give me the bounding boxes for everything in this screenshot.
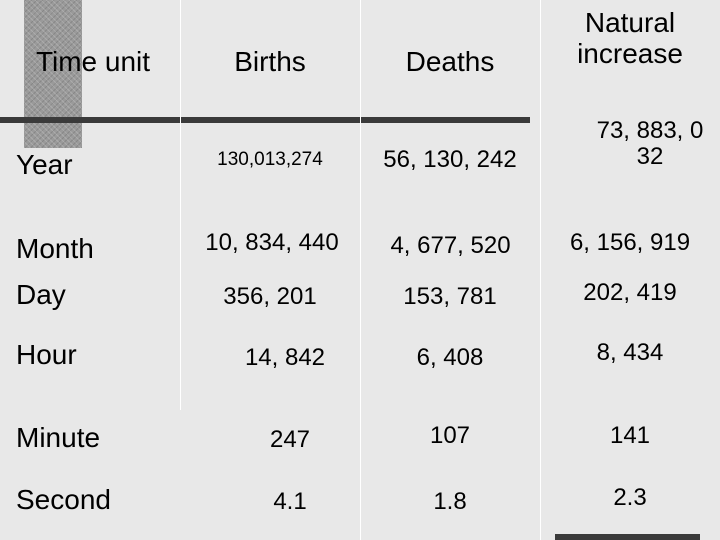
minute-deaths: 107 <box>429 422 471 449</box>
row-label-second: Second <box>16 484 111 515</box>
minute-natural-increase: 141 <box>609 422 651 449</box>
hour-natural-increase: 8, 434 <box>596 339 664 366</box>
row-label-minute: Minute <box>16 422 101 453</box>
row-label-month: Month <box>16 233 94 264</box>
day-deaths: 153, 781 <box>403 283 497 310</box>
month-births: 10, 834, 440 <box>205 229 339 256</box>
year-deaths: 56, 130, 242 <box>383 146 517 173</box>
second-natural-increase: 2.3 <box>613 484 647 511</box>
second-deaths: 1.8 <box>433 488 467 515</box>
row-label-hour: Hour <box>16 339 77 370</box>
day-natural-increase: 202, 419 <box>583 279 677 306</box>
hour-deaths: 6, 408 <box>416 344 484 371</box>
month-deaths: 4, 677, 520 <box>390 232 511 259</box>
decorative-texture-block <box>24 0 82 148</box>
header-births: Births <box>234 46 306 77</box>
column-divider <box>540 0 541 540</box>
header-time-unit: Time unit <box>35 46 151 77</box>
second-births: 4.1 <box>273 488 307 515</box>
hour-births: 14, 842 <box>244 344 326 371</box>
year-natural-increase: 73, 883, 032 <box>596 117 704 171</box>
header-deaths: Deaths <box>405 46 495 77</box>
row-label-year: Year <box>16 149 73 180</box>
header-natural-increase: Natural increase <box>577 7 683 69</box>
minute-births: 247 <box>269 426 311 453</box>
column-divider <box>180 0 181 410</box>
column-divider <box>360 0 361 540</box>
decorative-bottom-bar <box>555 534 700 540</box>
row-label-day: Day <box>16 279 66 310</box>
day-births: 356, 201 <box>223 283 317 310</box>
decorative-bar <box>0 117 530 123</box>
month-natural-increase: 6, 156, 919 <box>569 229 691 256</box>
year-births: 130,013,274 <box>217 149 323 170</box>
